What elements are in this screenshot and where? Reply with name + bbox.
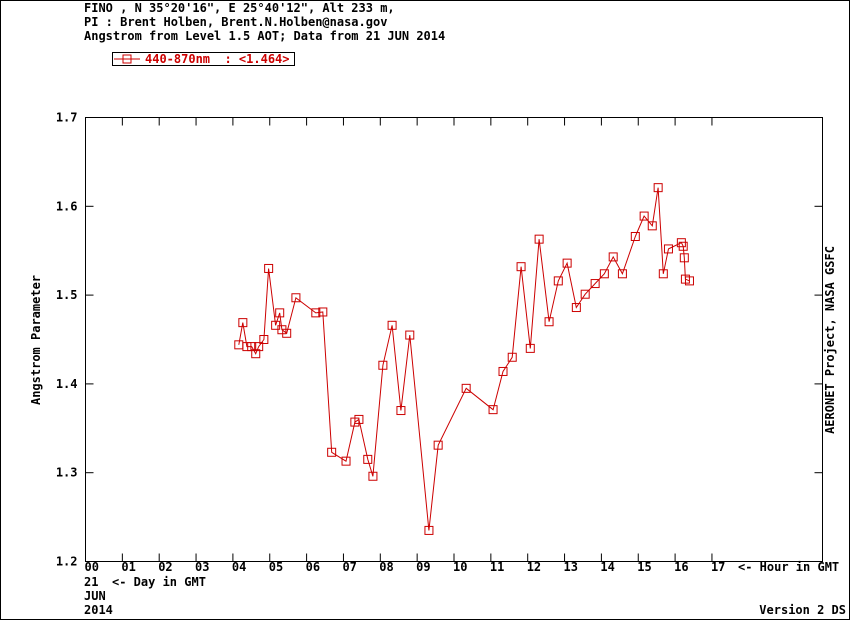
x-tick-label: 02: [158, 560, 172, 574]
point: [684, 276, 694, 286]
point: [254, 342, 264, 352]
point: [630, 231, 640, 241]
point: [534, 234, 544, 244]
point: [599, 269, 609, 279]
point: [498, 366, 508, 376]
x-tick-label: 01: [121, 560, 135, 574]
point: [238, 318, 248, 328]
x-tick-label: 06: [306, 560, 320, 574]
point: [424, 525, 434, 535]
point: [571, 303, 581, 313]
point: [282, 328, 292, 338]
x-tick-label: 00: [85, 560, 99, 574]
month: JUN: [84, 589, 106, 603]
point: [433, 440, 443, 450]
x-tick-label: 04: [232, 560, 246, 574]
point: [663, 244, 673, 254]
point: [387, 320, 397, 330]
x-tick-label: 08: [379, 560, 393, 574]
x-tick-label: 15: [637, 560, 651, 574]
y-tick-label: 1.5: [56, 288, 78, 302]
point: [653, 183, 663, 193]
x-tick-label: 10: [453, 560, 467, 574]
x-tick-label: 09: [416, 560, 430, 574]
title-line: FINO , N 35°20'16", E 25°40'12", Alt 233…: [84, 1, 395, 15]
point: [562, 258, 572, 268]
point: [488, 405, 498, 415]
x-axis-label: <- Hour in GMT: [738, 560, 839, 574]
side-note: AERONET Project, NASA GSFC: [823, 246, 837, 434]
legend-box: [112, 52, 295, 66]
x-tick-label: 05: [269, 560, 283, 574]
point: [327, 447, 337, 457]
point: [647, 221, 657, 231]
point: [544, 317, 554, 327]
y-tick-label: 1.6: [56, 199, 78, 213]
x-tick-label: 17: [711, 560, 725, 574]
y-tick-label: 1.2: [56, 555, 78, 569]
x-tick-label: 13: [564, 560, 578, 574]
x-tick-label: 12: [527, 560, 541, 574]
point: [363, 454, 373, 464]
legend-marker: [122, 54, 132, 64]
point: [507, 352, 517, 362]
point: [639, 211, 649, 221]
point: [264, 263, 274, 273]
point: [378, 360, 388, 370]
point: [461, 383, 471, 393]
point: [590, 279, 600, 289]
y-tick-label: 1.7: [56, 111, 78, 125]
point: [525, 343, 535, 353]
title-line: PI : Brent Holben, Brent.N.Holben@nasa.g…: [84, 15, 387, 29]
series-line: [238, 187, 690, 531]
point: [251, 349, 261, 359]
point: [679, 253, 689, 263]
x-tick-label: 16: [674, 560, 688, 574]
legend-label: 440-870nm : <1.464>: [145, 52, 290, 66]
day-label: <- Day in GMT: [112, 575, 206, 589]
point: [291, 293, 301, 303]
point: [580, 289, 590, 299]
point: [405, 330, 415, 340]
point: [368, 471, 378, 481]
title-line: Angstrom from Level 1.5 AOT; Data from 2…: [84, 29, 445, 43]
point: [259, 335, 269, 344]
point: [341, 456, 351, 466]
day: 21: [84, 575, 98, 589]
point: [318, 307, 328, 317]
point: [608, 252, 618, 262]
y-tick-label: 1.4: [56, 377, 78, 391]
point: [242, 342, 252, 352]
x-tick-label: 03: [195, 560, 209, 574]
point: [678, 241, 688, 251]
x-tick-label: 14: [600, 560, 614, 574]
y-axis-label: Angstrom Parameter: [29, 275, 43, 405]
year: 2014: [84, 603, 113, 617]
version: Version 2 DS: [759, 603, 846, 617]
point: [396, 406, 406, 416]
point: [553, 276, 563, 286]
point: [617, 269, 627, 279]
x-tick-label: 11: [490, 560, 504, 574]
y-tick-label: 1.3: [56, 466, 78, 480]
point: [658, 269, 668, 279]
point: [354, 414, 364, 424]
point: [275, 308, 285, 318]
point: [516, 262, 526, 272]
plot-area: [85, 117, 823, 562]
point: [311, 308, 321, 318]
x-tick-label: 07: [342, 560, 356, 574]
